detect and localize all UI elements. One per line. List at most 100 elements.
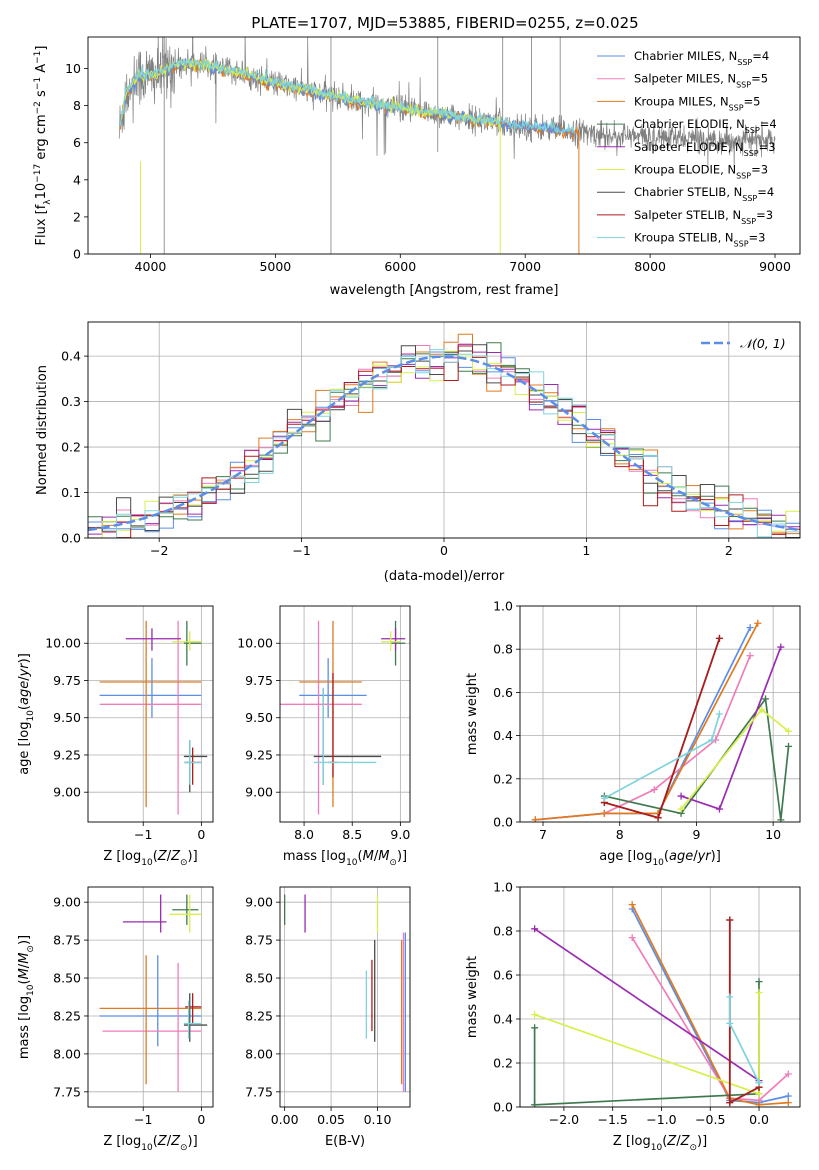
x-tick-label: −1.5 — [598, 1112, 628, 1127]
plot-area — [531, 619, 792, 822]
axes-frame — [519, 605, 801, 823]
x-tick-label: 0 — [440, 543, 448, 558]
y-tick-label: 9.00 — [53, 895, 81, 910]
legend-label: 𝒩(0, 1) — [740, 336, 786, 351]
weight-point-marker — [726, 993, 734, 1001]
x-tick-label: −1 — [134, 827, 152, 842]
y-tick-label: 10.00 — [45, 636, 81, 651]
y-tick-label: 9.00 — [245, 895, 273, 910]
axes-frame — [519, 886, 801, 1108]
weight-point-marker — [715, 805, 723, 813]
y-tick-label: 10.00 — [237, 636, 273, 651]
y-tick-label: 0.8 — [493, 642, 513, 657]
y-tick-label: 9.00 — [245, 785, 273, 800]
y-tick-label: 0.6 — [493, 685, 513, 700]
weight-point-marker — [726, 1099, 734, 1107]
weight-point-marker — [726, 916, 734, 924]
histogram-step-line — [88, 344, 800, 538]
plot-area — [283, 894, 407, 1092]
weight-point-marker — [531, 1101, 539, 1107]
y-tick-label: 8.50 — [53, 971, 81, 986]
weight-series-line — [535, 627, 751, 821]
x-tick-label: 5000 — [259, 259, 291, 274]
y-tick-label: 9.75 — [245, 673, 273, 688]
x-tick-label: 4000 — [135, 259, 167, 274]
weight-point-marker — [777, 816, 785, 822]
x-tick-label: 8 — [616, 827, 624, 842]
weight-point-marker — [715, 710, 723, 718]
x-tick-label: 0 — [197, 827, 205, 842]
plot-area — [88, 333, 800, 538]
axes-frame — [87, 605, 214, 823]
y-axis-label: Normed distribution — [35, 365, 50, 495]
mass-vs-metallicity-panel: −1 0 7.75 8.00 8.25 8.50 8.75 9.00 Z [log10(Z/Z⊙… — [17, 886, 214, 1153]
weight-point-marker — [784, 727, 792, 735]
legend-label: Salpeter ELODIE, NSSP=3 — [634, 140, 776, 158]
weight-point-marker — [746, 624, 754, 632]
gaussian-reference-curve — [88, 355, 800, 532]
x-tick-label: 7 — [539, 827, 547, 842]
y-tick-label: 8.00 — [53, 1046, 81, 1061]
x-axis-label: (data-model)/error — [384, 569, 505, 584]
y-axis-label: Flux [fλ10−17 erg cm−2 s−1 A−1] — [33, 46, 53, 246]
residual-histogram-panel: −2 −1 0 1 2 0.0 0.1 0.2 0.3 0.4 (data-model)/error… — [35, 321, 801, 584]
x-tick-label: 9.0 — [390, 827, 410, 842]
y-tick-label: 0.0 — [493, 815, 513, 830]
y-tick-label: 9.50 — [245, 710, 273, 725]
y-tick-label: 9.50 — [53, 710, 81, 725]
y-tick-label: 0.4 — [61, 349, 81, 364]
weight-series-line — [533, 981, 760, 1106]
axes-frame — [279, 605, 411, 823]
weight-point-marker — [708, 736, 716, 744]
x-axis-label: E(B-V) — [325, 1134, 365, 1149]
x-tick-label: 1 — [582, 543, 590, 558]
age-vs-metallicity-panel: −1 0 9.00 9.25 9.50 9.75 10.00 Z [log10(Z/Z⊙)] a… — [17, 605, 214, 868]
plot-area — [99, 620, 208, 815]
x-axis-label: Z [log10(Z/Z⊙)] — [613, 1134, 707, 1153]
weight-point-marker — [755, 1101, 763, 1107]
x-axis-label: mass [log10(M/M⊙)] — [283, 849, 407, 868]
weight-series-line — [535, 622, 759, 821]
weight-point-marker — [755, 1079, 763, 1087]
y-tick-label: 9.75 — [53, 673, 81, 688]
y-axis-label: mass weight — [465, 673, 480, 755]
y-tick-label: 7.75 — [245, 1084, 273, 1099]
y-tick-label: 9.25 — [245, 747, 273, 762]
y-tick-label: 0 — [73, 247, 81, 262]
weight-point-marker — [531, 1024, 539, 1032]
x-axis-label: age [log10(age/yr)] — [599, 849, 721, 868]
y-tick-label: 1.0 — [493, 880, 513, 895]
x-tick-label: −1.0 — [646, 1112, 676, 1127]
weight-point-marker — [654, 814, 662, 822]
y-tick-label: 8.00 — [245, 1046, 273, 1061]
y-tick-label: 8.25 — [53, 1008, 81, 1023]
axes-frame — [279, 886, 411, 1108]
x-tick-label: −1 — [292, 543, 310, 558]
weight-point-marker — [777, 643, 785, 651]
y-tick-label: 7.75 — [53, 1084, 81, 1099]
x-axis-label: wavelength [Angstrom, rest frame] — [330, 283, 559, 298]
y-tick-label: 8.25 — [245, 1008, 273, 1023]
weight-point-marker — [531, 925, 539, 933]
y-tick-label: 8.75 — [53, 933, 81, 948]
weight-series-line — [631, 937, 789, 1102]
mass-vs-ebv-panel: 0.00 0.05 0.10 7.75 8.00 8.25 8.50 8.75 9.00 E(B-… — [245, 886, 411, 1149]
y-axis-label: age [log10(age/yr)] — [17, 653, 36, 775]
x-tick-label: 0.05 — [317, 1112, 345, 1127]
x-tick-label: 0 — [197, 1112, 205, 1127]
y-axis-label: mass weight — [465, 956, 480, 1038]
y-tick-label: 0.1 — [61, 485, 81, 500]
x-tick-label: 9 — [692, 827, 700, 842]
x-tick-label: 0.00 — [271, 1112, 299, 1127]
model-spectrum-line — [120, 58, 576, 135]
weight-series-line — [534, 992, 760, 1096]
axes-frame — [87, 321, 801, 539]
weight-point-marker — [677, 792, 685, 800]
weight-point-marker — [677, 805, 685, 813]
weight-series-line — [534, 928, 760, 1082]
x-tick-label: 8000 — [634, 259, 666, 274]
y-tick-label: 9.25 — [53, 747, 81, 762]
y-tick-label: 8.75 — [245, 933, 273, 948]
y-tick-label: 0.0 — [61, 531, 81, 546]
